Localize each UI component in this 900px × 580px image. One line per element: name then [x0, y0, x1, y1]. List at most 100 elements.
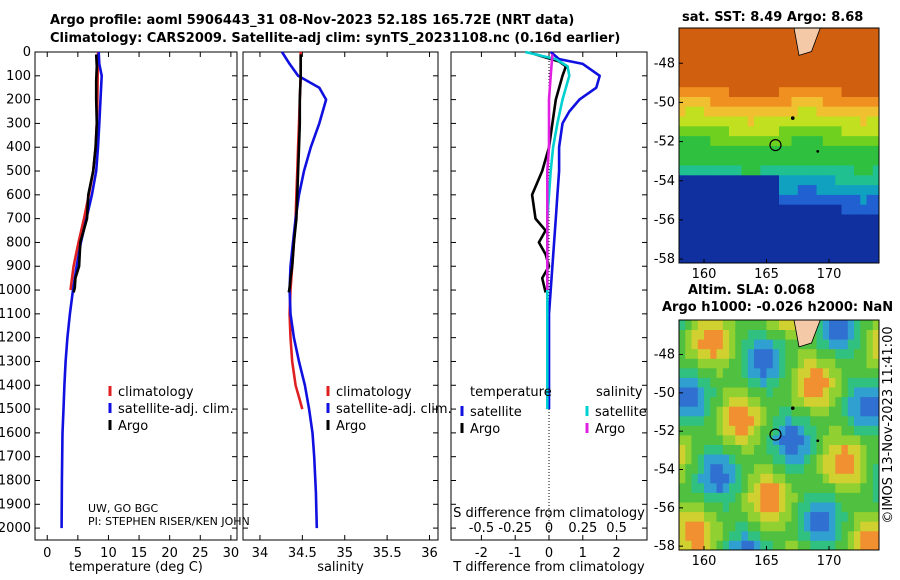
- map-cell: [866, 125, 874, 137]
- map-cell: [785, 396, 792, 407]
- map-cell: [810, 223, 817, 234]
- map-cell: [866, 320, 874, 330]
- map-cell: [766, 37, 774, 48]
- map-cell: [697, 125, 705, 137]
- map-cell: [829, 377, 836, 388]
- map-cell: [835, 204, 842, 215]
- map-cell: [760, 194, 767, 205]
- map-cell: [729, 415, 736, 426]
- legend-label: climatology: [118, 385, 194, 400]
- map-cell: [841, 387, 849, 398]
- map-cell: [791, 135, 799, 146]
- map-cell: [741, 223, 749, 234]
- map-cell: [679, 454, 686, 465]
- x-tick-label: 0: [43, 546, 51, 561]
- map-cell: [685, 396, 692, 407]
- map-cell: [785, 492, 792, 503]
- map-cell: [791, 116, 799, 127]
- map-cell: [772, 367, 780, 378]
- map-cell: [741, 387, 749, 398]
- map-cell: [829, 367, 836, 378]
- map-cell: [785, 454, 792, 465]
- map-cell: [685, 463, 692, 474]
- map-cell: [810, 415, 817, 426]
- map-cell: [797, 253, 805, 264]
- map-cell: [797, 492, 805, 503]
- map-cell: [816, 521, 824, 532]
- map-cell: [829, 165, 836, 176]
- map-cell: [785, 329, 792, 340]
- map-cell: [754, 116, 761, 127]
- map-cell: [747, 145, 755, 156]
- x-tick-label: 34.5: [288, 546, 317, 561]
- map-cell: [866, 454, 874, 465]
- map-cell: [866, 116, 874, 127]
- salinity-diff-tick-label: 0: [545, 521, 553, 536]
- map-cell: [735, 86, 742, 97]
- map-cell: [691, 406, 699, 417]
- x-tick-label: -2: [475, 546, 488, 561]
- map-cell: [716, 473, 724, 484]
- map-cell: [797, 174, 805, 186]
- map-cell: [866, 358, 874, 369]
- map-cell: [729, 77, 736, 88]
- map-cell: [685, 214, 692, 225]
- map-cell: [797, 135, 805, 146]
- map-cell: [722, 339, 730, 350]
- map-cell: [860, 155, 867, 166]
- map-cell: [747, 165, 755, 176]
- map-cell: [791, 492, 799, 503]
- map-cell: [866, 435, 874, 445]
- map-cell: [760, 320, 767, 330]
- x-tick-label: 30: [223, 546, 240, 561]
- map-cell: [816, 530, 824, 541]
- map-cell: [866, 96, 874, 107]
- map-cell: [691, 194, 699, 205]
- map-cell: [854, 28, 861, 39]
- map-cell: [747, 454, 755, 465]
- map-cell: [791, 37, 799, 48]
- map-cell: [847, 204, 855, 215]
- map-cell: [772, 415, 780, 426]
- map-cell: [841, 28, 849, 39]
- map-cell: [741, 415, 749, 426]
- map-cell: [716, 444, 724, 455]
- map-cell: [697, 530, 705, 541]
- map-cell: [872, 377, 880, 388]
- map-cell: [722, 243, 730, 254]
- map-cell: [716, 454, 724, 465]
- map-cell: [797, 425, 805, 436]
- map-cell: [872, 37, 880, 48]
- map-cell: [804, 214, 811, 225]
- map-cell: [685, 204, 692, 215]
- map-cell: [872, 77, 880, 88]
- map-cell: [810, 243, 817, 254]
- map-cell: [760, 521, 767, 532]
- map-cell: [829, 348, 836, 359]
- map-cell: [866, 86, 874, 97]
- map-cell: [760, 57, 767, 68]
- map-cell: [772, 425, 780, 436]
- map-cell: [722, 348, 730, 359]
- map-cell: [816, 377, 824, 388]
- map-cell: [872, 358, 880, 369]
- map-cell: [785, 348, 792, 359]
- map-cell: [741, 320, 749, 330]
- y-tick-label: 700: [6, 212, 31, 227]
- map-cell: [797, 214, 805, 225]
- map-cell: [685, 329, 692, 340]
- map-cell: [847, 387, 855, 398]
- map-cell: [841, 106, 849, 117]
- map-cell: [854, 204, 861, 215]
- x-axis-label-1: salinity: [317, 560, 364, 575]
- map-cell: [704, 67, 711, 78]
- map-cell: [691, 223, 699, 234]
- map-cell: [847, 174, 855, 186]
- map-cell: [710, 28, 717, 39]
- map-cell: [804, 116, 811, 127]
- map-cell: [772, 339, 780, 350]
- map-cell: [822, 320, 830, 330]
- map-cell: [866, 521, 874, 532]
- map-cell: [722, 530, 730, 541]
- map-cell: [697, 96, 705, 107]
